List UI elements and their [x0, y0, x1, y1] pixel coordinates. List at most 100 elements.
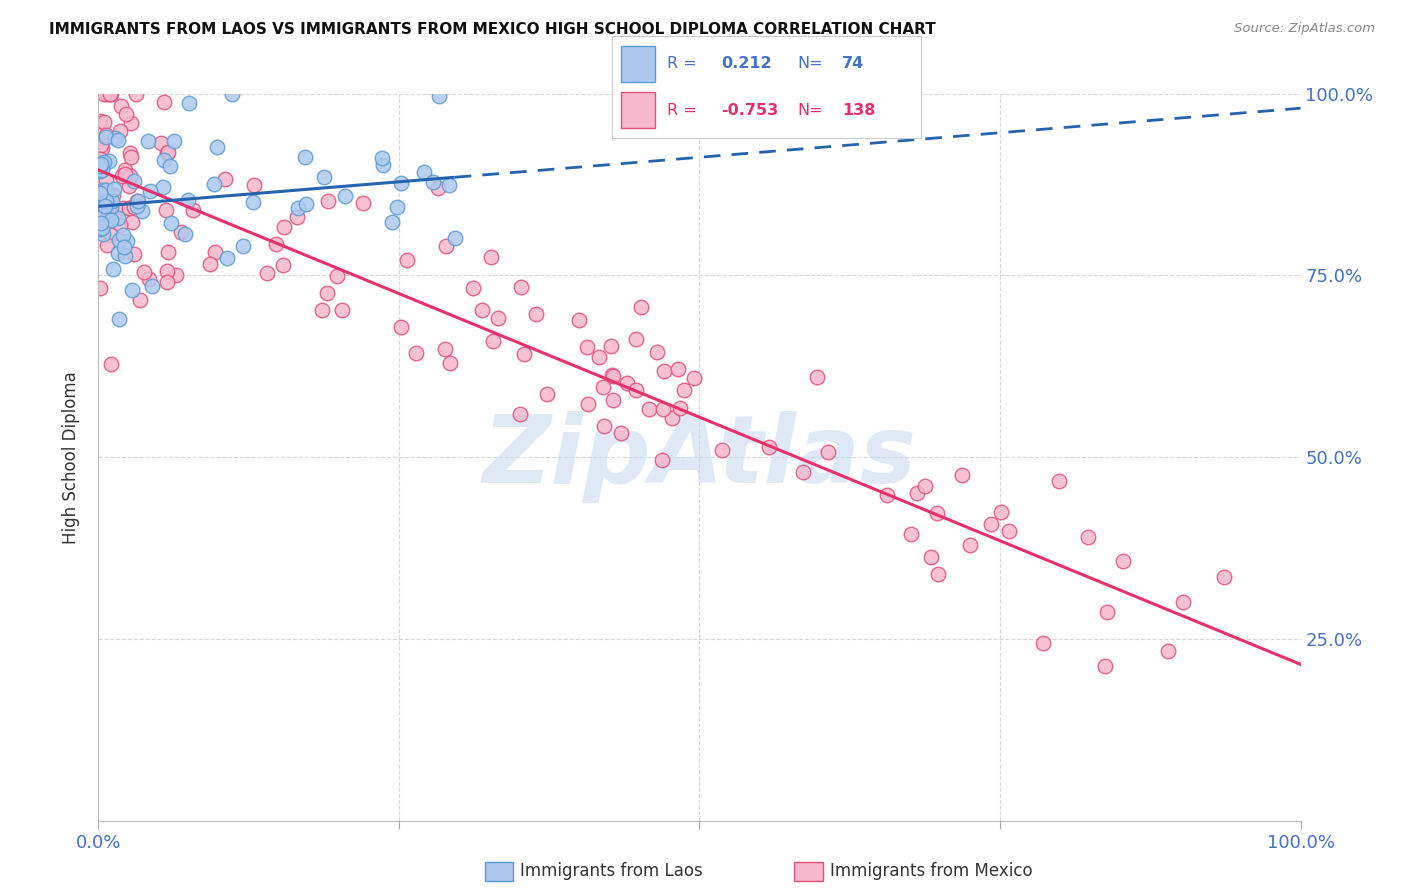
Point: [100, 200, 122, 214]
Point: [371, 151, 394, 165]
Point: [112, 240, 135, 254]
Point: [221, 87, 243, 101]
Point: [330, 303, 353, 318]
Point: [202, 177, 225, 191]
Point: [652, 401, 675, 416]
Point: [90, 156, 112, 170]
Point: [103, 262, 125, 277]
Point: [121, 283, 143, 297]
Point: [108, 218, 131, 232]
Point: [479, 250, 502, 264]
Point: [294, 150, 316, 164]
Point: [100, 357, 122, 371]
Point: [980, 517, 1002, 532]
Point: [155, 202, 177, 217]
Point: [93, 155, 115, 169]
Point: [335, 189, 357, 203]
Point: [89, 159, 111, 173]
Point: [427, 89, 450, 103]
Point: [661, 410, 683, 425]
Point: [905, 485, 928, 500]
Point: [806, 369, 828, 384]
Point: [118, 146, 141, 161]
Point: [758, 440, 780, 454]
Point: [97, 211, 120, 226]
Point: [136, 134, 159, 148]
Point: [710, 442, 733, 457]
Point: [94, 128, 117, 142]
Point: [920, 550, 942, 565]
Point: [139, 184, 162, 198]
Point: [273, 220, 295, 235]
Point: [111, 169, 134, 183]
Point: [285, 210, 308, 224]
Point: [616, 376, 638, 390]
Point: [959, 538, 981, 552]
Point: [114, 163, 136, 178]
Point: [90, 221, 112, 235]
Point: [125, 87, 148, 101]
Point: [624, 332, 647, 346]
Point: [1112, 554, 1135, 568]
Point: [107, 246, 129, 260]
Point: [100, 212, 122, 227]
Point: [389, 319, 412, 334]
Point: [217, 251, 239, 265]
Point: [114, 249, 136, 263]
Point: [120, 150, 142, 164]
Point: [593, 419, 616, 434]
Point: [200, 256, 222, 270]
Point: [89, 152, 111, 166]
Point: [173, 227, 195, 242]
Point: [94, 130, 117, 145]
Point: [316, 285, 339, 300]
Point: [588, 351, 610, 365]
Point: [170, 225, 193, 239]
Text: ZipAtlas: ZipAtlas: [482, 411, 917, 503]
Point: [96, 194, 118, 209]
Point: [93, 200, 115, 214]
Point: [256, 267, 278, 281]
Point: [107, 211, 129, 226]
Point: [461, 280, 484, 294]
Point: [112, 227, 135, 242]
Point: [120, 169, 142, 184]
Text: -0.753: -0.753: [721, 103, 779, 118]
Point: [792, 465, 814, 479]
Text: 74: 74: [842, 56, 865, 71]
Point: [599, 339, 621, 353]
Point: [156, 275, 179, 289]
Point: [89, 163, 111, 178]
Point: [90, 138, 112, 153]
Point: [817, 444, 839, 458]
Point: [118, 201, 141, 215]
Point: [128, 293, 150, 308]
Point: [90, 163, 112, 178]
Point: [89, 220, 111, 235]
Point: [91, 185, 114, 199]
Point: [509, 407, 531, 421]
Point: [89, 162, 111, 177]
Point: [925, 506, 948, 520]
Point: [100, 194, 122, 209]
Point: [91, 183, 114, 197]
Point: [91, 156, 114, 170]
Point: [568, 313, 591, 327]
Point: [264, 237, 287, 252]
Text: Immigrants from Laos: Immigrants from Laos: [520, 863, 703, 880]
Point: [1077, 530, 1099, 544]
Point: [100, 227, 122, 242]
Point: [127, 194, 149, 208]
Point: [510, 280, 533, 294]
Point: [204, 245, 226, 260]
Text: R =: R =: [668, 56, 697, 71]
Point: [117, 178, 139, 193]
Point: [666, 361, 689, 376]
Point: [373, 158, 395, 172]
Point: [602, 392, 624, 407]
Point: [434, 342, 457, 356]
Point: [179, 96, 201, 111]
Point: [91, 227, 114, 241]
Point: [576, 397, 599, 411]
Point: [163, 134, 186, 148]
